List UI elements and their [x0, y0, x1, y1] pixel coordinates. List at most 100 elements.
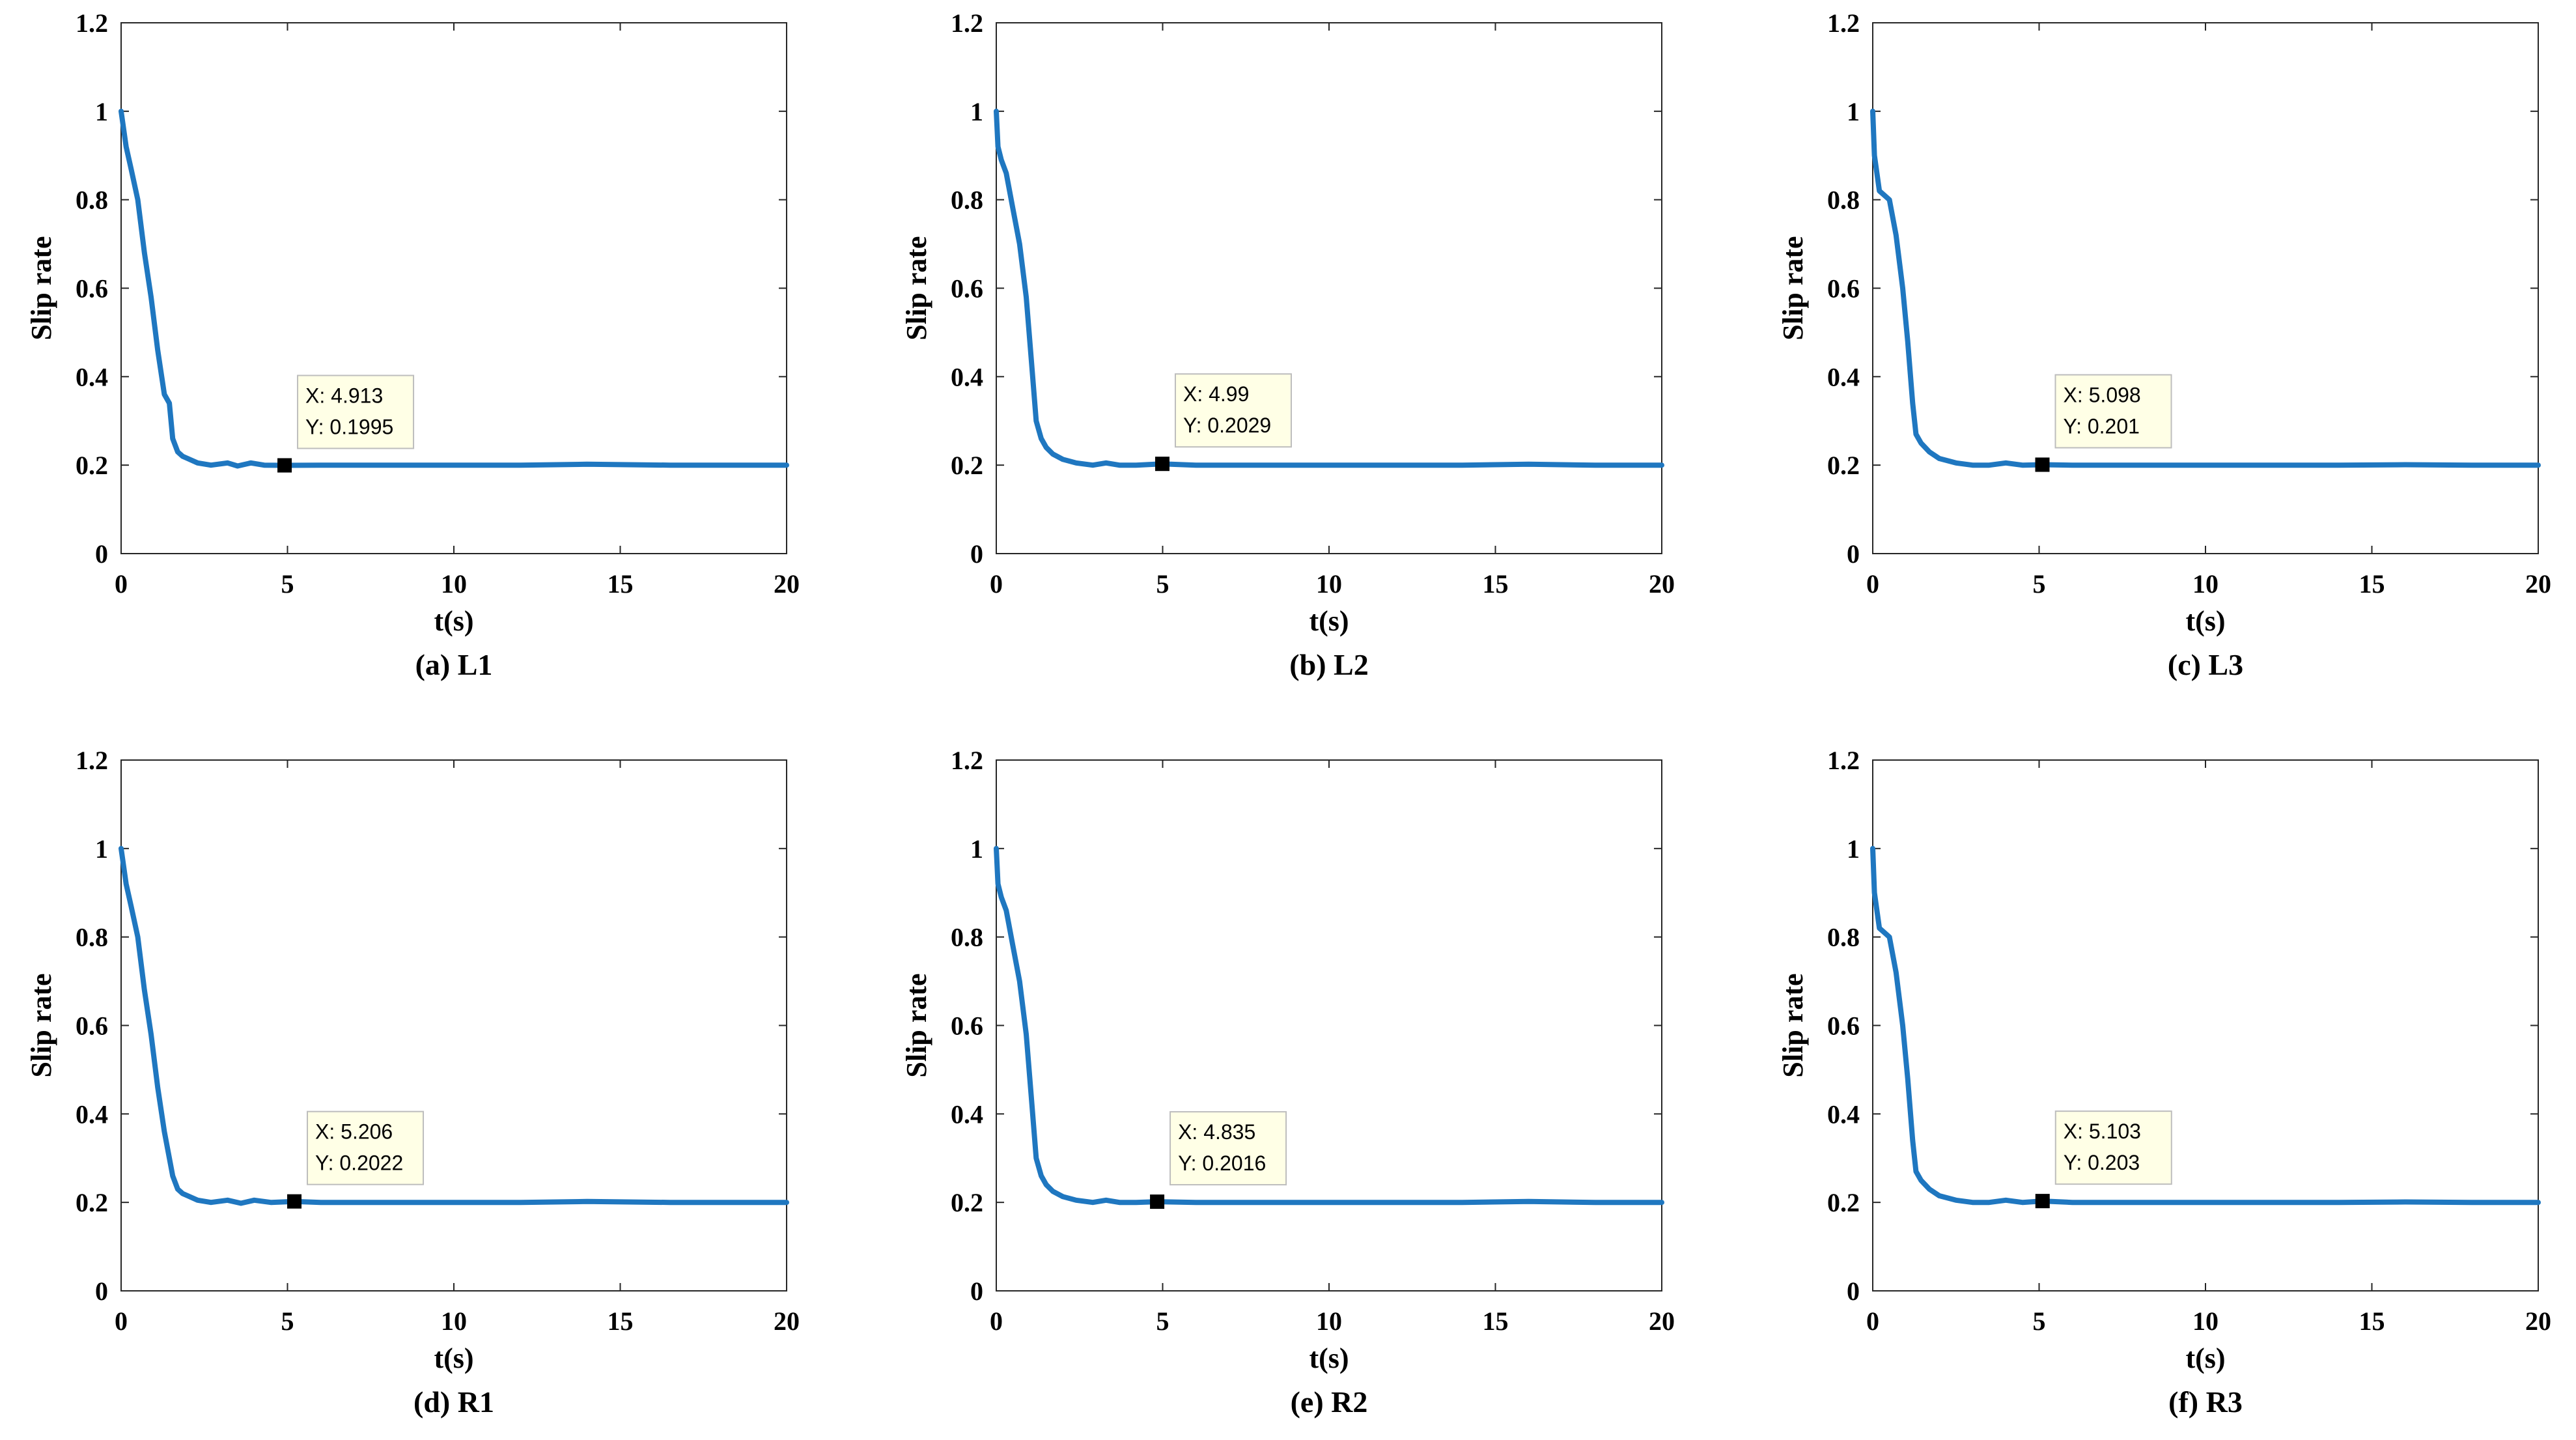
subplot-caption: (e) R2: [1291, 1385, 1368, 1419]
datatip-box: [1174, 373, 1292, 448]
datatip-box: [307, 1110, 425, 1185]
datatip-x-text: X: 5.098: [2064, 383, 2141, 406]
x-tick-label: 10: [2192, 569, 2219, 599]
y-tick-label: 1: [95, 97, 108, 126]
y-tick-label: 0.8: [76, 186, 108, 215]
y-tick-label: 0.6: [951, 1011, 983, 1041]
x-axis-label: t(s): [2185, 1342, 2225, 1374]
x-tick-label: 10: [1316, 1306, 1342, 1336]
datatip-marker[interactable]: [287, 1194, 302, 1209]
y-tick-label: 0: [95, 539, 108, 569]
datatip-marker[interactable]: [2035, 1194, 2050, 1209]
subplot-1: 0 5 10 15 20 0 0.2 0.4 0.6 0.8 1 1.2 t(s) Slip rate (a…: [25, 8, 800, 681]
x-tick-label: 5: [1156, 569, 1169, 599]
x-tick-label: 0: [1866, 1306, 1879, 1336]
datatip-marker[interactable]: [2035, 457, 2050, 472]
subplot-5: 0 5 10 15 20 0 0.2 0.4 0.6 0.8 1 1.2 t(s) Slip rate (e…: [901, 746, 1675, 1419]
datatip-x-text: X: 4.913: [305, 384, 383, 408]
y-tick-label: 0.2: [1827, 1188, 1860, 1217]
x-tick-label: 10: [441, 569, 467, 599]
y-tick-label: 1.2: [951, 746, 983, 775]
y-axis-label: Slip rate: [25, 236, 57, 340]
plot-area-frame: [996, 759, 1662, 1292]
y-tick-label: 0: [95, 1277, 108, 1306]
plot-area-frame: [120, 22, 787, 554]
x-tick-label: 10: [1316, 569, 1342, 599]
x-tick-label: 20: [774, 1306, 800, 1336]
y-tick-label: 0.8: [1827, 186, 1860, 215]
y-tick-label: 0.4: [76, 1099, 108, 1129]
y-tick-label: 1: [970, 834, 983, 864]
subplot-6: 0 5 10 15 20 0 0.2 0.4 0.6 0.8 1 1.2 t(s) Slip rate (f…: [1777, 746, 2551, 1419]
x-tick-label: 5: [2033, 569, 2046, 599]
y-tick-label: 1.2: [1827, 8, 1860, 38]
x-tick-label: 20: [2525, 1306, 2551, 1336]
datatip-y-text: Y: 0.2022: [315, 1151, 403, 1175]
x-tick-label: 15: [608, 569, 634, 599]
x-tick-label: 20: [2525, 569, 2551, 599]
datatip-y-text: Y: 0.2029: [1183, 414, 1271, 437]
subplot-caption: (a) L1: [415, 648, 493, 681]
datatip-marker[interactable]: [277, 458, 292, 473]
y-tick-label: 1.2: [76, 8, 108, 38]
datatip-box: [2054, 374, 2172, 449]
series-line-slip-rate: [994, 108, 1664, 468]
y-tick-label: 1: [1847, 834, 1860, 864]
datatip-x-text: X: 4.835: [1178, 1120, 1255, 1144]
subplot-caption: (d) R1: [413, 1385, 494, 1419]
y-tick-label: 0.4: [951, 362, 983, 391]
x-axis-label: t(s): [1309, 1342, 1349, 1374]
y-tick-label: 1.2: [1827, 746, 1860, 775]
subplot-caption: (f) R3: [2168, 1385, 2243, 1419]
plot-area-frame: [120, 759, 787, 1292]
series-line-slip-rate: [119, 845, 789, 1206]
y-tick-label: 1.2: [951, 8, 983, 38]
datatip-marker[interactable]: [1155, 457, 1169, 472]
y-tick-label: 0.2: [76, 451, 108, 480]
datatip-y-text: Y: 0.201: [2064, 414, 2140, 438]
x-tick-label: 15: [1483, 1306, 1509, 1336]
y-tick-label: 0.4: [1827, 1099, 1860, 1129]
y-tick-label: 0.4: [1827, 362, 1860, 391]
y-tick-label: 0.2: [76, 1188, 108, 1217]
y-tick-label: 0.2: [951, 451, 983, 480]
y-tick-label: 1.2: [76, 746, 108, 775]
series-line-slip-rate: [1870, 845, 2541, 1206]
y-tick-label: 0.2: [951, 1188, 983, 1217]
datatip-box: [297, 374, 415, 449]
datatip-marker[interactable]: [1150, 1194, 1165, 1209]
y-tick-label: 0.6: [1827, 1011, 1860, 1041]
y-tick-label: 1: [970, 97, 983, 126]
x-tick-label: 15: [2359, 1306, 2385, 1336]
subplot-4: 0 5 10 15 20 0 0.2 0.4 0.6 0.8 1 1.2 t(s) Slip rate (d…: [25, 746, 800, 1419]
x-tick-label: 5: [281, 569, 294, 599]
x-tick-label: 15: [608, 1306, 634, 1336]
subplot-caption: (b) L2: [1289, 648, 1368, 681]
y-tick-label: 0: [970, 1277, 983, 1306]
y-axis-label: Slip rate: [25, 973, 57, 1077]
series-line-slip-rate: [119, 108, 789, 469]
x-tick-label: 0: [990, 569, 1003, 599]
x-axis-label: t(s): [434, 605, 473, 637]
y-axis-label: Slip rate: [901, 236, 932, 340]
plot-area-frame: [1872, 22, 2539, 554]
subplot-3: 0 5 10 15 20 0 0.2 0.4 0.6 0.8 1 1.2 t(s) Slip rate (c…: [1777, 8, 2551, 681]
x-tick-label: 0: [1866, 569, 1879, 599]
series-line-slip-rate: [994, 845, 1664, 1206]
x-axis-label: t(s): [434, 1342, 473, 1374]
x-tick-label: 20: [1649, 1306, 1675, 1336]
x-tick-label: 15: [1483, 569, 1509, 599]
x-axis-label: t(s): [1309, 605, 1349, 637]
y-tick-label: 0: [970, 539, 983, 569]
x-tick-label: 10: [2192, 1306, 2219, 1336]
y-tick-label: 0.8: [1827, 923, 1860, 952]
y-tick-label: 0.4: [951, 1099, 983, 1129]
datatip-y-text: Y: 0.1995: [305, 416, 393, 439]
datatip-box: [1169, 1111, 1287, 1186]
y-tick-label: 0.4: [76, 362, 108, 391]
y-tick-label: 0.8: [76, 923, 108, 952]
y-tick-label: 0.8: [951, 186, 983, 215]
y-tick-label: 0.2: [1827, 451, 1860, 480]
subplot-2: 0 5 10 15 20 0 0.2 0.4 0.6 0.8 1 1.2 t(s) Slip rate (b…: [901, 8, 1675, 681]
